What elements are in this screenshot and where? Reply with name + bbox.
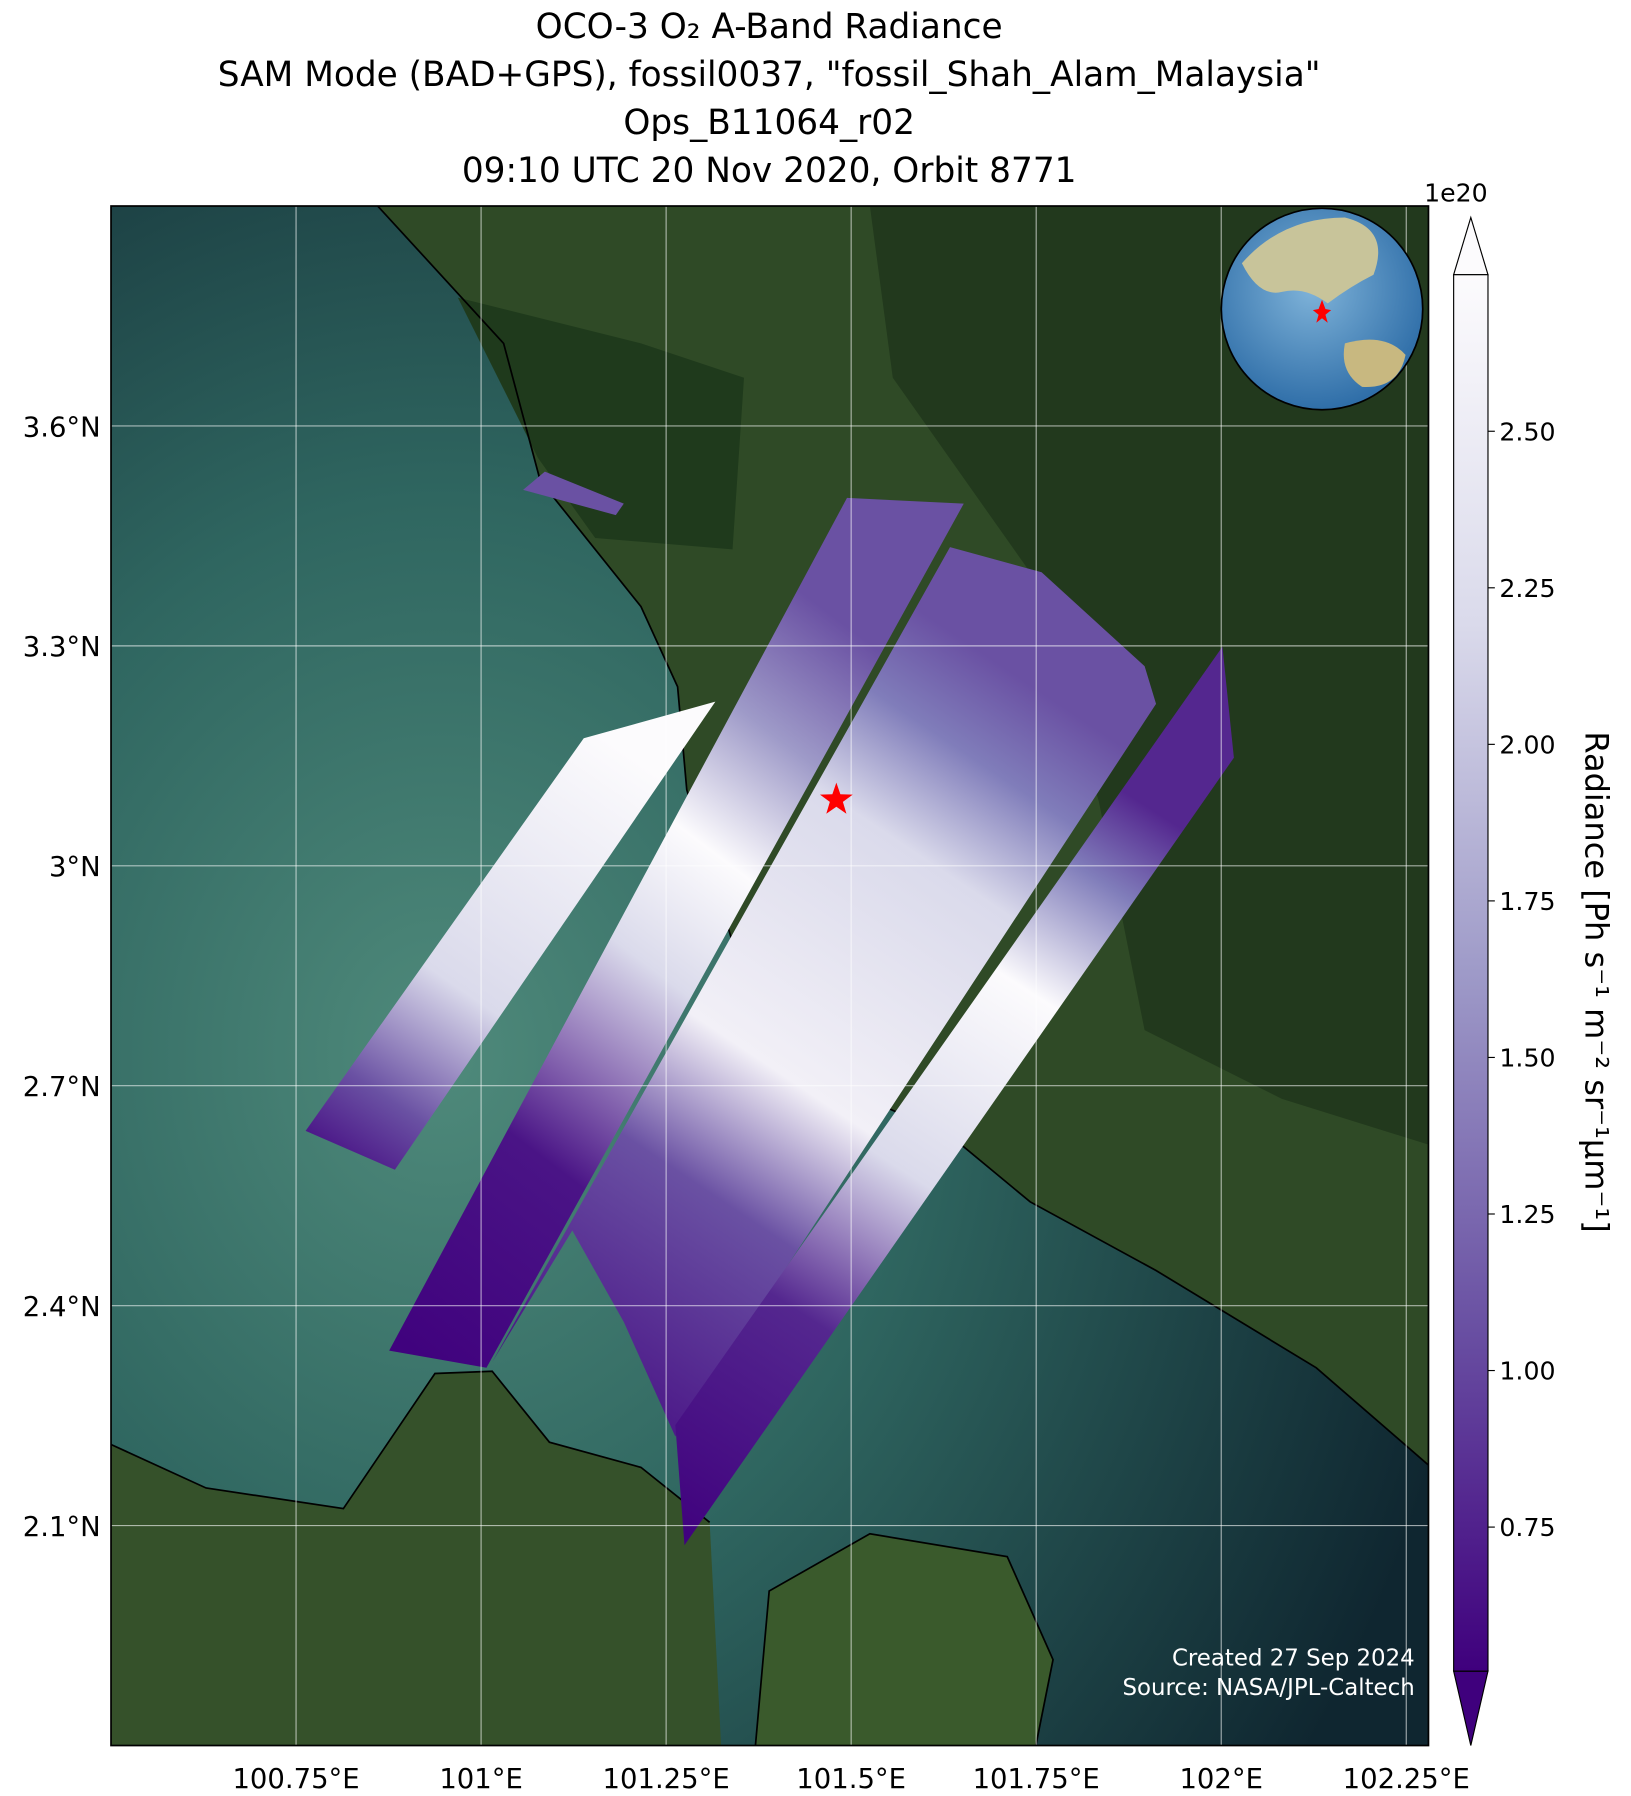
x-tick-label: 101.75°E xyxy=(973,1764,1100,1795)
forest xyxy=(457,297,744,550)
swath xyxy=(675,646,1234,1546)
swath xyxy=(389,497,964,1368)
basemap xyxy=(111,206,1429,1746)
x-tick-label: 102.25°E xyxy=(1343,1764,1470,1795)
inset-target xyxy=(1312,299,1332,323)
y-tick-label: 3.3°N xyxy=(23,632,101,663)
x-tick-label: 101.5°E xyxy=(796,1764,906,1795)
swath xyxy=(305,701,716,1170)
colorbar-tick-label: 2.25 xyxy=(1499,574,1555,603)
land xyxy=(755,1533,1054,1746)
gridlines xyxy=(111,206,1429,1746)
land xyxy=(111,1371,722,1746)
coastline xyxy=(111,1370,1054,1746)
colorbar-extend-min xyxy=(1452,1670,1489,1746)
overlay xyxy=(819,299,1332,814)
colorbar-tick-label: 1.00 xyxy=(1499,1357,1555,1386)
x-tick-label: 100.75°E xyxy=(232,1764,359,1795)
annotation: Source: NASA/JPL-Caltech xyxy=(1123,1675,1415,1701)
title-line: OCO-3 O₂ A-Band Radiance xyxy=(536,7,1003,47)
swath xyxy=(523,471,624,516)
globe-land xyxy=(1343,339,1406,388)
colorbar-offset: 1e20 xyxy=(1424,178,1488,207)
figure-content: OCO-3 O₂ A-Band Radiance SAM Mode (BAD+GP… xyxy=(23,7,1616,1795)
y-tick-label: 2.1°N xyxy=(23,1512,101,1543)
colorbar-extend-max xyxy=(1452,215,1489,276)
colorbar-tick-label: 0.75 xyxy=(1499,1513,1555,1542)
x-tick-label: 101°E xyxy=(439,1764,523,1795)
colorbar-tick-label: 1.50 xyxy=(1499,1044,1555,1073)
swath xyxy=(492,547,1157,1437)
y-tick-label: 2.4°N xyxy=(23,1292,101,1323)
colorbar-tick-label: 2.50 xyxy=(1499,417,1555,446)
y-tick-label: 2.7°N xyxy=(23,1072,101,1103)
globe-land xyxy=(1241,217,1379,304)
annotation: Created 27 Sep 2024 xyxy=(1172,1645,1415,1671)
x-tick-label: 101.25°E xyxy=(603,1764,730,1795)
title-line: 09:10 UTC 20 Nov 2020, Orbit 8771 xyxy=(462,151,1077,191)
x-tick-label: 102°E xyxy=(1179,1764,1263,1795)
map-frame xyxy=(110,205,1430,1747)
colorbar xyxy=(1453,274,1489,1672)
colorbar-tick-label: 1.75 xyxy=(1499,887,1555,916)
y-tick-label: 3°N xyxy=(49,852,101,883)
title-line: SAM Mode (BAD+GPS), fossil0037, "fossil_… xyxy=(218,55,1321,95)
colorbar-tick-label: 1.25 xyxy=(1499,1200,1555,1229)
colorbar-label: Radiance [Ph s⁻¹ m⁻² sr⁻¹μm⁻¹] xyxy=(1577,731,1615,1232)
target-marker xyxy=(819,782,853,814)
title-line: Ops_B11064_r02 xyxy=(623,103,915,143)
mountains xyxy=(869,206,1429,1145)
colorbar-tick-label: 2.00 xyxy=(1499,731,1555,760)
y-tick-label: 3.6°N xyxy=(23,412,101,443)
